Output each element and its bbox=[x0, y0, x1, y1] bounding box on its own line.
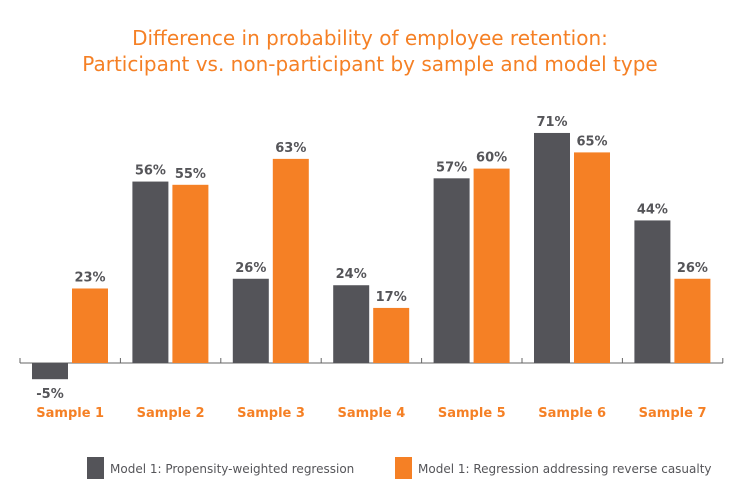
data-label: 63% bbox=[275, 141, 306, 156]
bar bbox=[534, 132, 570, 363]
data-label: 44% bbox=[637, 202, 668, 217]
legend-swatch bbox=[87, 457, 104, 479]
bar bbox=[473, 168, 510, 363]
data-label: 26% bbox=[677, 261, 708, 276]
category-label: Sample 6 bbox=[538, 406, 606, 421]
data-label: 57% bbox=[436, 160, 467, 175]
category-label: Sample 2 bbox=[137, 406, 205, 421]
category-label: Sample 3 bbox=[237, 406, 305, 421]
bar bbox=[433, 178, 470, 363]
category-label: Sample 5 bbox=[438, 406, 506, 421]
category-label: Sample 4 bbox=[337, 406, 405, 421]
category-label: Sample 7 bbox=[639, 406, 707, 421]
bar bbox=[132, 181, 169, 363]
data-label: -5% bbox=[36, 387, 63, 402]
data-label: 56% bbox=[135, 164, 166, 179]
bar bbox=[373, 307, 410, 363]
bar bbox=[574, 152, 610, 363]
data-label: 60% bbox=[476, 151, 507, 166]
data-label: 24% bbox=[336, 267, 367, 282]
data-label: 23% bbox=[74, 270, 105, 285]
data-label: 65% bbox=[576, 134, 607, 149]
bar bbox=[272, 158, 309, 363]
bar bbox=[333, 285, 370, 363]
legend-swatch bbox=[395, 457, 412, 479]
bar bbox=[32, 363, 68, 380]
bar bbox=[232, 278, 269, 363]
data-label: 17% bbox=[376, 290, 407, 305]
legend-label: Model 1: Propensity-weighted regression bbox=[110, 462, 354, 476]
bar bbox=[634, 220, 671, 363]
bar bbox=[674, 278, 711, 363]
chart-title-line: Participant vs. non-participant by sampl… bbox=[82, 52, 657, 76]
data-label: 26% bbox=[235, 261, 266, 276]
data-label: 55% bbox=[175, 167, 206, 182]
data-label: 71% bbox=[536, 115, 567, 130]
category-label: Sample 1 bbox=[36, 406, 104, 421]
legend-label: Model 1: Regression addressing reverse c… bbox=[418, 462, 712, 476]
chart-title-line: Difference in probability of employee re… bbox=[132, 26, 608, 50]
bar bbox=[172, 184, 209, 363]
bar bbox=[72, 288, 108, 363]
